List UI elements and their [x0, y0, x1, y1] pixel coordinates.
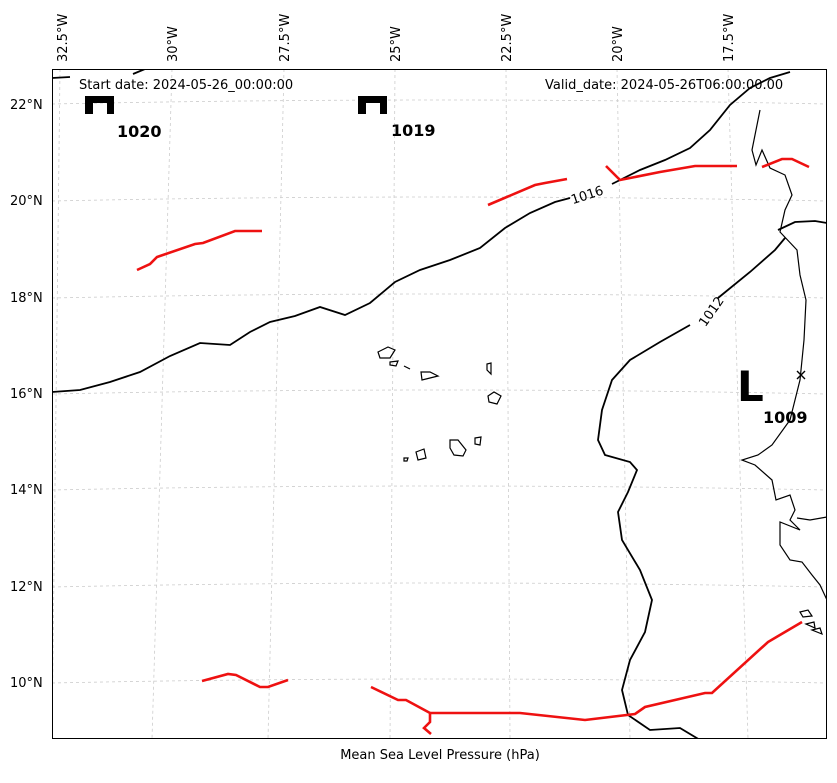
low-letter: L [737, 362, 764, 411]
lat-label-18n: 18°N [10, 291, 43, 306]
fronts [136, 157, 810, 735]
isobar-1012 [597, 324, 701, 739]
valid-date: Valid_date: 2024-05-26T06:00:00.00 [545, 78, 784, 93]
lat-label-20n: 20°N [10, 194, 43, 209]
isobar-1016 [52, 197, 571, 393]
high-markers [85, 96, 387, 114]
coastline [377, 109, 827, 636]
map-frame [52, 69, 827, 739]
lat-label-12n: 12°N [10, 580, 43, 595]
start-date: Start date: 2024-05-26_00:00:00 [79, 78, 294, 93]
isobars [52, 69, 827, 739]
low-center-x-icon [796, 370, 806, 380]
map-caption: Mean Sea Level Pressure (hPa) [340, 748, 540, 763]
lat-label-16n: 16°N [10, 387, 43, 402]
graticule [52, 69, 827, 739]
high-value-1019: 1019 [391, 121, 436, 140]
low-value-1009: 1009 [763, 408, 808, 427]
lat-label-10n: 10°N [10, 676, 43, 691]
lat-label-14n: 14°N [10, 483, 43, 498]
high-value-1020: 1020 [117, 122, 162, 141]
lat-label-22n: 22°N [10, 98, 43, 113]
